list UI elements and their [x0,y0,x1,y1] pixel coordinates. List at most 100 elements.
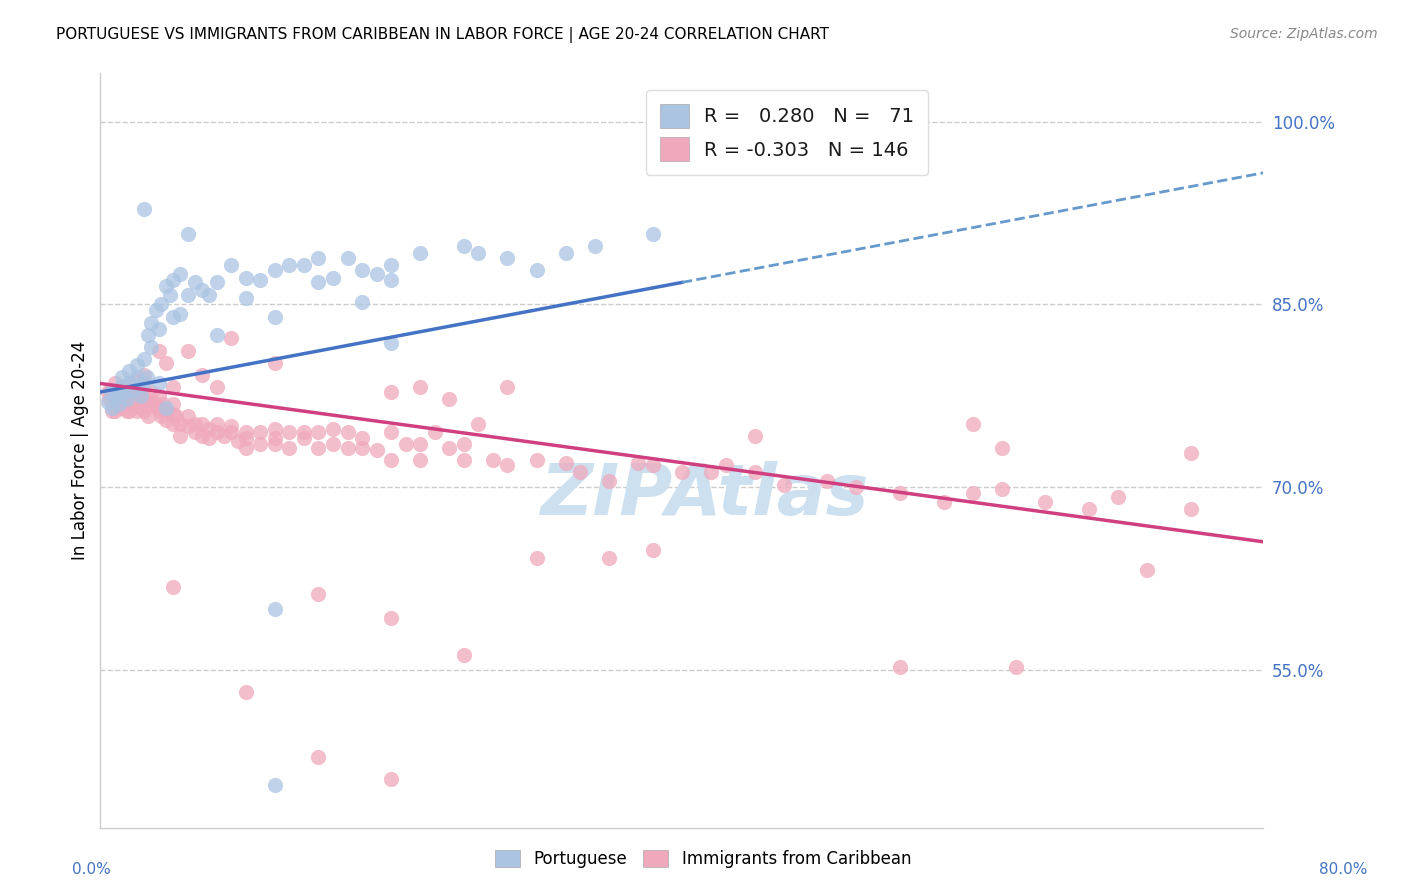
Point [583,239,606,253]
Text: Source: ZipAtlas.com: Source: ZipAtlas.com [1230,27,1378,41]
Point [990,483,1012,497]
Point [453,453,475,467]
Point [141,340,163,354]
Point [526,453,548,467]
Point [145,303,167,318]
Point [115,394,138,409]
Point [135,398,157,412]
Point [198,431,221,445]
Point [496,251,519,265]
Point [409,437,432,451]
Point [278,441,301,455]
Point [108,392,131,407]
Point [125,373,148,387]
Point [496,458,519,472]
Point [205,327,228,342]
Text: PORTUGUESE VS IMMIGRANTS FROM CARIBBEAN IN LABOR FORCE | AGE 20-24 CORRELATION C: PORTUGUESE VS IMMIGRANTS FROM CARIBBEAN … [56,27,830,43]
Point [932,494,955,508]
Point [350,263,373,277]
Point [990,441,1012,455]
Point [132,376,155,391]
Point [249,437,271,451]
Point [191,283,214,297]
Point [148,389,170,403]
Point [772,477,794,491]
Point [627,456,650,470]
Point [162,580,184,594]
Legend: R =   0.280   N =   71, R = -0.303   N = 146: R = 0.280 N = 71, R = -0.303 N = 146 [647,90,928,175]
Point [263,421,285,435]
Point [205,276,228,290]
Point [191,429,214,443]
Point [104,404,127,418]
Point [115,404,138,418]
Point [815,474,838,488]
Point [162,417,184,431]
Point [169,307,191,321]
Point [121,383,143,397]
Point [1005,660,1028,674]
Point [278,425,301,440]
Text: ZIPAtlas: ZIPAtlas [541,461,869,530]
Point [118,364,141,378]
Point [249,273,271,287]
Point [641,458,664,472]
Point [263,310,285,324]
Point [176,409,198,424]
Point [235,684,257,698]
Point [135,370,157,384]
Point [155,404,177,418]
Point [380,384,402,399]
Point [97,384,120,399]
Point [263,437,285,451]
Point [148,321,170,335]
Point [104,383,127,397]
Point [125,404,148,418]
Point [107,383,129,397]
Point [744,466,766,480]
Point [569,466,592,480]
Point [97,394,120,409]
Point [145,397,167,411]
Point [292,431,315,445]
Text: 0.0%: 0.0% [72,863,111,877]
Point [165,409,187,424]
Point [235,441,257,455]
Point [482,453,505,467]
Point [121,394,143,409]
Point [307,587,329,601]
Point [132,389,155,403]
Point [380,611,402,625]
Point [176,227,198,241]
Point [100,384,122,399]
Point [191,417,214,431]
Point [235,291,257,305]
Point [159,287,181,301]
Point [148,376,170,391]
Point [128,379,150,393]
Point [148,343,170,358]
Point [263,356,285,370]
Point [101,404,124,418]
Point [219,425,242,440]
Point [336,425,359,440]
Point [263,431,285,445]
Point [336,251,359,265]
Point [889,660,911,674]
Point [100,383,122,397]
Point [169,429,191,443]
Point [114,384,136,399]
Point [409,380,432,394]
Point [184,276,207,290]
Point [98,392,121,407]
Point [409,453,432,467]
Point [104,389,127,403]
Point [1180,446,1202,460]
Point [111,370,134,384]
Point [1107,490,1129,504]
Point [148,401,170,415]
Point [141,394,163,409]
Point [212,429,235,443]
Point [744,429,766,443]
Point [111,401,134,415]
